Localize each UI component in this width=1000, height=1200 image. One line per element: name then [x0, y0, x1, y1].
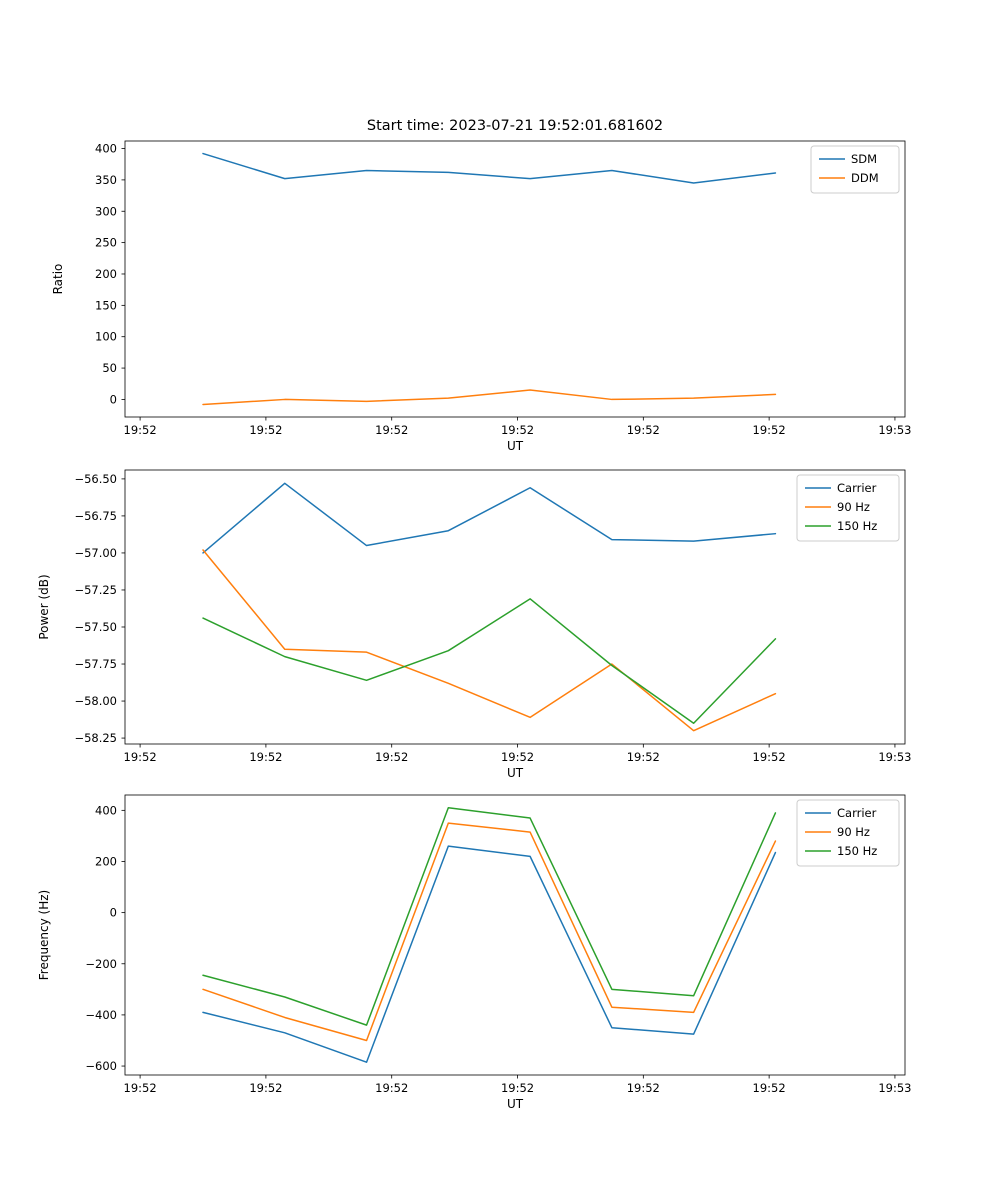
x-tick-label: 19:52	[501, 423, 534, 437]
x-tick-label: 19:52	[501, 750, 534, 764]
x-axis-label: UT	[507, 766, 524, 780]
y-tick-label: 0	[110, 906, 117, 920]
legend-label-90-hz: 90 Hz	[837, 500, 870, 514]
y-tick-label: −400	[85, 1008, 117, 1022]
y-tick-label: −600	[85, 1059, 117, 1073]
legend-label-150-hz: 150 Hz	[837, 519, 877, 533]
subplot-1: 19:52 19:52 19:52 19:52 19:52 19:52 19:53 −56.5…	[37, 469, 912, 780]
series-line-ddm	[202, 389, 777, 406]
series-line-150-hz	[202, 807, 777, 1026]
subplot-0: 19:52 19:52 19:52 19:52 19:52 19:52 19:53 0 50 10…	[51, 140, 912, 453]
x-tick-label: 19:52	[501, 1081, 534, 1095]
axes-frame	[124, 140, 906, 418]
legend: Carrier 90 Hz 150 Hz	[796, 799, 900, 867]
legend-box	[796, 474, 900, 542]
axes-frame	[124, 469, 906, 745]
legend: Carrier 90 Hz 150 Hz	[796, 474, 900, 542]
y-axis-label: Power (dB)	[37, 574, 51, 639]
y-tick-label: 400	[95, 803, 117, 817]
series-line-carrier	[202, 845, 777, 1063]
y-axis-label: Frequency (Hz)	[37, 890, 51, 981]
x-tick-label: 19:52	[375, 1081, 408, 1095]
x-tick-label: 19:52	[627, 750, 660, 764]
series-line-90-hz	[202, 822, 777, 1042]
axes-frame	[124, 794, 906, 1076]
x-tick-label: 19:52	[627, 423, 660, 437]
legend-label-ddm: DDM	[851, 171, 879, 185]
series-line-150-hz	[202, 598, 777, 725]
x-tick-label: 19:52	[627, 1081, 660, 1095]
y-tick-label: −58.00	[74, 694, 117, 708]
legend-box	[810, 145, 900, 194]
series-line-90-hz	[202, 549, 777, 732]
x-tick-label: 19:52	[124, 1081, 157, 1095]
y-tick-label: 300	[95, 204, 117, 218]
x-tick-label: 19:52	[249, 1081, 282, 1095]
legend-label-carrier: Carrier	[837, 806, 877, 820]
x-tick-label: 19:52	[753, 1081, 786, 1095]
x-tick-label: 19:52	[249, 423, 282, 437]
legend-label-90-hz: 90 Hz	[837, 825, 870, 839]
x-axis-label: UT	[507, 439, 524, 453]
y-tick-label: −56.50	[74, 472, 117, 486]
y-tick-label: −56.75	[74, 509, 117, 523]
subplot-2: 19:52 19:52 19:52 19:52 19:52 19:52 19:53 −600 −…	[37, 794, 912, 1111]
y-tick-label: −58.25	[74, 731, 117, 745]
x-axis-label: UT	[507, 1097, 524, 1111]
x-tick-label: 19:52	[124, 750, 157, 764]
y-tick-label: 50	[102, 361, 117, 375]
x-tick-label: 19:52	[753, 750, 786, 764]
y-axis-label: Ratio	[51, 264, 65, 295]
x-tick-label: 19:53	[878, 1081, 911, 1095]
figure-title: Start time: 2023-07-21 19:52:01.681602	[366, 118, 664, 134]
y-tick-label: 200	[95, 267, 117, 281]
y-tick-label: −57.75	[74, 657, 117, 671]
y-tick-label: −57.25	[74, 583, 117, 597]
y-tick-label: −57.00	[74, 546, 117, 560]
y-tick-label: 350	[95, 173, 117, 187]
series-line-sdm	[202, 152, 777, 184]
x-tick-label: 19:53	[878, 423, 911, 437]
y-tick-label: 0	[110, 392, 117, 406]
y-tick-label: 200	[95, 854, 117, 868]
legend-box	[796, 799, 900, 867]
x-tick-label: 19:52	[753, 423, 786, 437]
x-tick-label: 19:52	[375, 423, 408, 437]
y-tick-label: 400	[95, 142, 117, 156]
series-line-carrier	[202, 482, 777, 554]
y-tick-label: −200	[85, 957, 117, 971]
x-tick-label: 19:53	[878, 750, 911, 764]
x-tick-label: 19:52	[124, 423, 157, 437]
y-tick-label: −57.50	[74, 620, 117, 634]
legend-label-sdm: SDM	[851, 152, 877, 166]
x-tick-label: 19:52	[249, 750, 282, 764]
legend-label-150-hz: 150 Hz	[837, 844, 877, 858]
legend: SDM DDM	[810, 145, 900, 194]
x-tick-label: 19:52	[375, 750, 408, 764]
legend-label-carrier: Carrier	[837, 481, 877, 495]
y-tick-label: 250	[95, 236, 117, 250]
y-tick-label: 100	[95, 330, 117, 344]
y-tick-label: 150	[95, 298, 117, 312]
